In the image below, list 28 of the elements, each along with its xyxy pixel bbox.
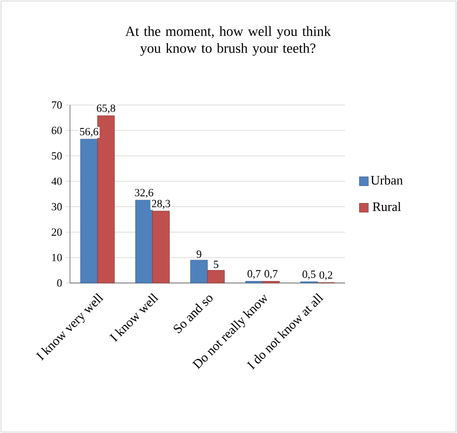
bar <box>135 200 153 284</box>
y-tick-label: 20 <box>52 228 62 236</box>
y-tick-label: 0 <box>57 279 62 287</box>
data-label: 32,6 <box>134 188 154 198</box>
data-label: 0,7 <box>264 270 278 280</box>
data-label: 0,5 <box>302 270 316 280</box>
y-tick-label: 60 <box>52 126 62 134</box>
legend-label: Urban <box>370 176 403 185</box>
y-tick-label: 30 <box>52 203 62 210</box>
y-tick-label: 10 <box>52 254 62 262</box>
data-label: 5 <box>214 260 218 268</box>
data-label: 65,8 <box>96 104 116 114</box>
data-label: 56,6 <box>80 128 98 137</box>
data-label: 0,2 <box>320 271 332 280</box>
y-tick-label: 40 <box>51 178 62 185</box>
chart-title: At the moment, how well you think you know to brush your teeth? <box>125 26 331 56</box>
data-label: 9 <box>196 250 202 258</box>
x-tick-label: So and so <box>174 296 213 334</box>
data-label: 28,3 <box>152 200 170 209</box>
bar <box>80 138 98 284</box>
bar <box>152 210 170 284</box>
legend-label: Rural <box>372 202 401 212</box>
bar <box>207 270 225 284</box>
y-tick-label: 50 <box>52 152 62 160</box>
y-tick-label: 70 <box>52 101 62 109</box>
bar <box>190 260 208 284</box>
bar <box>97 115 115 284</box>
data-label: 0,7 <box>248 270 261 280</box>
